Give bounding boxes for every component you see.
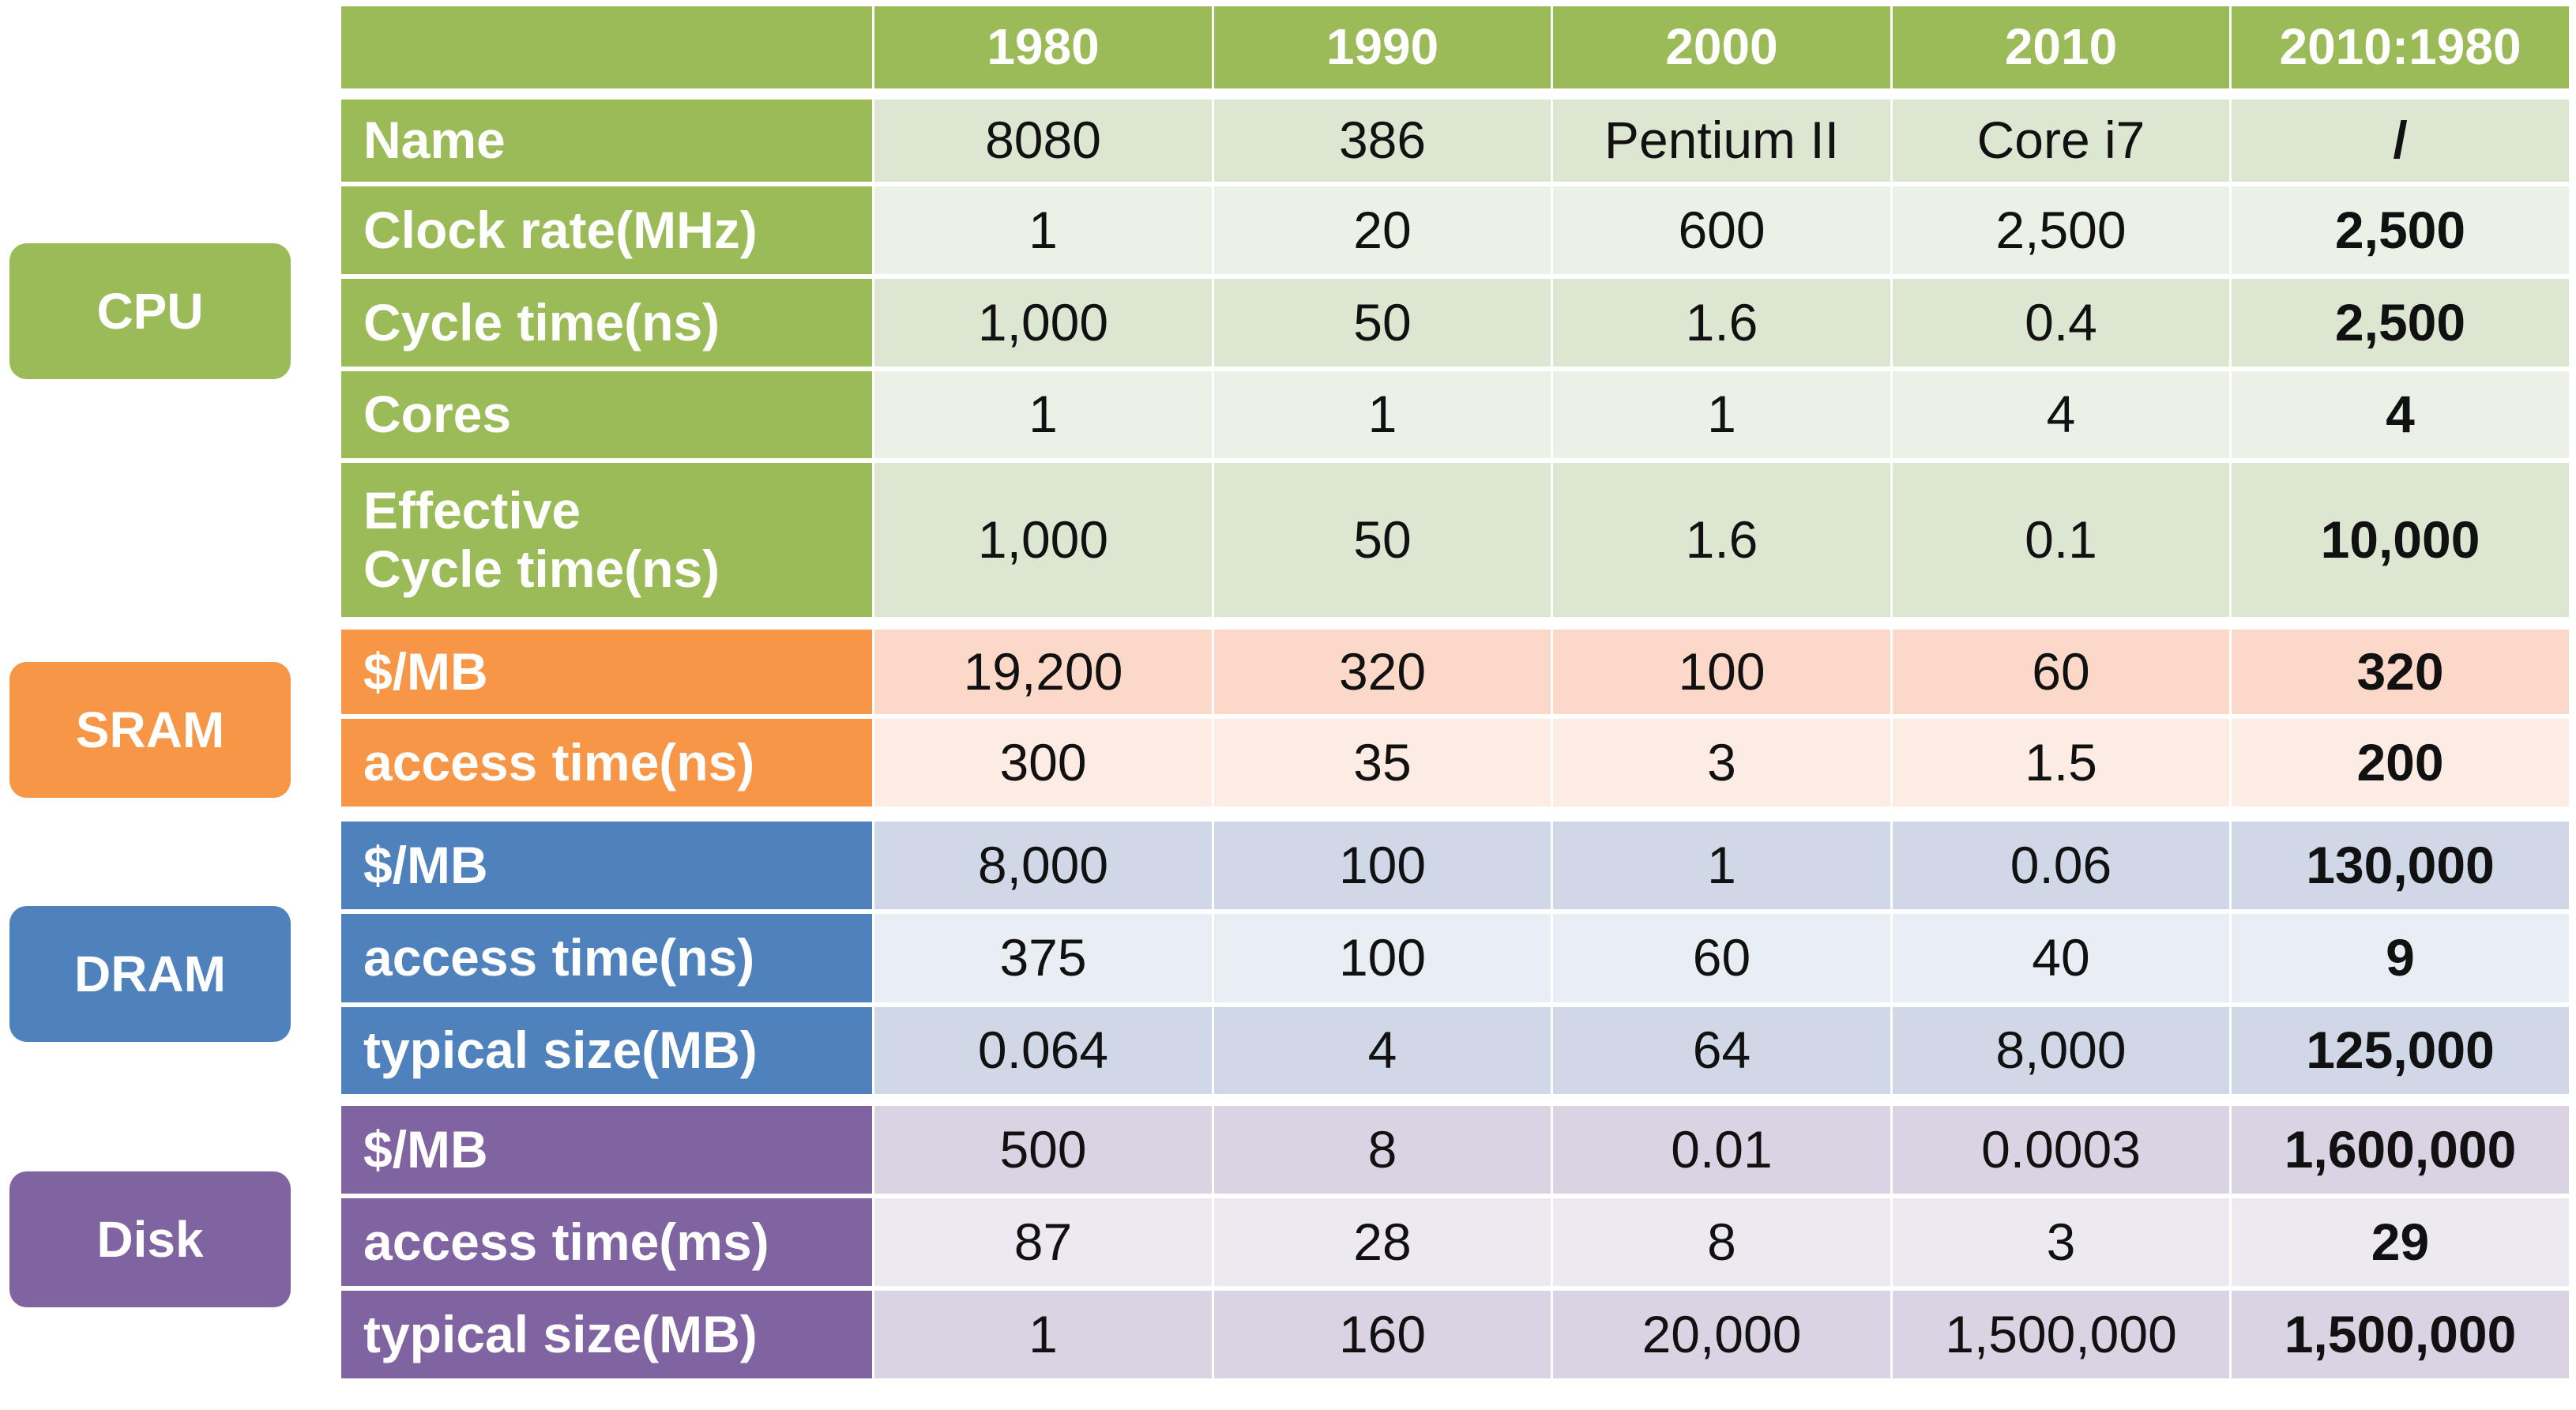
value-cell: 50 [1214, 463, 1551, 617]
row-label: access time(ns) [341, 719, 872, 807]
value-cell: Pentium II [1553, 100, 1890, 182]
value-cell: 60 [1553, 914, 1890, 1002]
value-cell: 20,000 [1553, 1291, 1890, 1378]
value-cell: 1,000 [874, 279, 1212, 367]
group-label-sram: SRAM [9, 662, 291, 798]
value-cell: 8 [1214, 1106, 1551, 1194]
value-cell: 28 [1214, 1198, 1551, 1286]
ratio-cell: 320 [2232, 630, 2569, 714]
row-label: Cores [341, 371, 872, 458]
value-cell: 1,000 [874, 463, 1212, 617]
value-cell: 2,500 [1893, 186, 2229, 274]
value-cell: 1.6 [1553, 279, 1890, 367]
row-label: $/MB [341, 630, 872, 714]
group-label-disk: Disk [9, 1171, 291, 1307]
value-cell: 1.5 [1893, 719, 2229, 807]
row-label: typical size(MB) [341, 1291, 872, 1378]
value-cell: 8,000 [874, 822, 1212, 909]
value-cell: 600 [1553, 186, 1890, 274]
value-cell: Core i7 [1893, 100, 2229, 182]
value-cell: 1 [874, 1291, 1212, 1378]
value-cell: 20 [1214, 186, 1551, 274]
value-cell: 40 [1893, 914, 2229, 1002]
value-cell: 19,200 [874, 630, 1212, 714]
row-label: typical size(MB) [341, 1007, 872, 1094]
ratio-cell: 4 [2232, 371, 2569, 458]
value-cell: 100 [1214, 822, 1551, 909]
ratio-cell: / [2232, 100, 2569, 182]
ratio-cell: 1,600,000 [2232, 1106, 2569, 1194]
value-cell: 4 [1893, 371, 2229, 458]
column-header: 1990 [1214, 6, 1551, 88]
value-cell: 1 [874, 371, 1212, 458]
ratio-cell: 2,500 [2232, 279, 2569, 367]
ratio-cell: 130,000 [2232, 822, 2569, 909]
row-label: $/MB [341, 822, 872, 909]
value-cell: 1 [1553, 822, 1890, 909]
ratio-cell: 200 [2232, 719, 2569, 807]
column-header: 2000 [1553, 6, 1890, 88]
value-cell: 8080 [874, 100, 1212, 182]
value-cell: 8,000 [1893, 1007, 2229, 1094]
value-cell: 50 [1214, 279, 1551, 367]
value-cell: 1 [1553, 371, 1890, 458]
value-cell: 1 [874, 186, 1212, 274]
row-label: access time(ms) [341, 1198, 872, 1286]
value-cell: 386 [1214, 100, 1551, 182]
value-cell: 8 [1553, 1198, 1890, 1286]
value-cell: 0.01 [1553, 1106, 1890, 1194]
value-cell: 320 [1214, 630, 1551, 714]
ratio-cell: 125,000 [2232, 1007, 2569, 1094]
column-header: 1980 [874, 6, 1212, 88]
ratio-cell: 29 [2232, 1198, 2569, 1286]
ratio-cell: 9 [2232, 914, 2569, 1002]
value-cell: 1 [1214, 371, 1551, 458]
value-cell: 100 [1214, 914, 1551, 1002]
ratio-cell: 1,500,000 [2232, 1291, 2569, 1378]
row-label: Cycle time(ns) [341, 279, 872, 367]
row-label: Name [341, 100, 872, 182]
value-cell: 0.06 [1893, 822, 2229, 909]
row-label: Clock rate(MHz) [341, 186, 872, 274]
value-cell: 300 [874, 719, 1212, 807]
value-cell: 375 [874, 914, 1212, 1002]
row-label: access time(ns) [341, 914, 872, 1002]
value-cell: 100 [1553, 630, 1890, 714]
value-cell: 1.6 [1553, 463, 1890, 617]
ratio-cell: 10,000 [2232, 463, 2569, 617]
column-header: 2010 [1893, 6, 2229, 88]
value-cell: 3 [1553, 719, 1890, 807]
value-cell: 3 [1893, 1198, 2229, 1286]
group-label-cpu: CPU [9, 243, 291, 379]
value-cell: 87 [874, 1198, 1212, 1286]
row-label: Effective Cycle time(ns) [341, 463, 872, 617]
group-label-dram: DRAM [9, 906, 291, 1042]
header-corner [341, 6, 872, 88]
ratio-cell: 2,500 [2232, 186, 2569, 274]
row-label: $/MB [341, 1106, 872, 1194]
value-cell: 500 [874, 1106, 1212, 1194]
value-cell: 0.0003 [1893, 1106, 2229, 1194]
value-cell: 64 [1553, 1007, 1890, 1094]
value-cell: 1,500,000 [1893, 1291, 2229, 1378]
value-cell: 0.4 [1893, 279, 2229, 367]
value-cell: 35 [1214, 719, 1551, 807]
value-cell: 60 [1893, 630, 2229, 714]
value-cell: 4 [1214, 1007, 1551, 1094]
column-header: 2010:1980 [2232, 6, 2569, 88]
value-cell: 0.1 [1893, 463, 2229, 617]
value-cell: 160 [1214, 1291, 1551, 1378]
value-cell: 0.064 [874, 1007, 1212, 1094]
